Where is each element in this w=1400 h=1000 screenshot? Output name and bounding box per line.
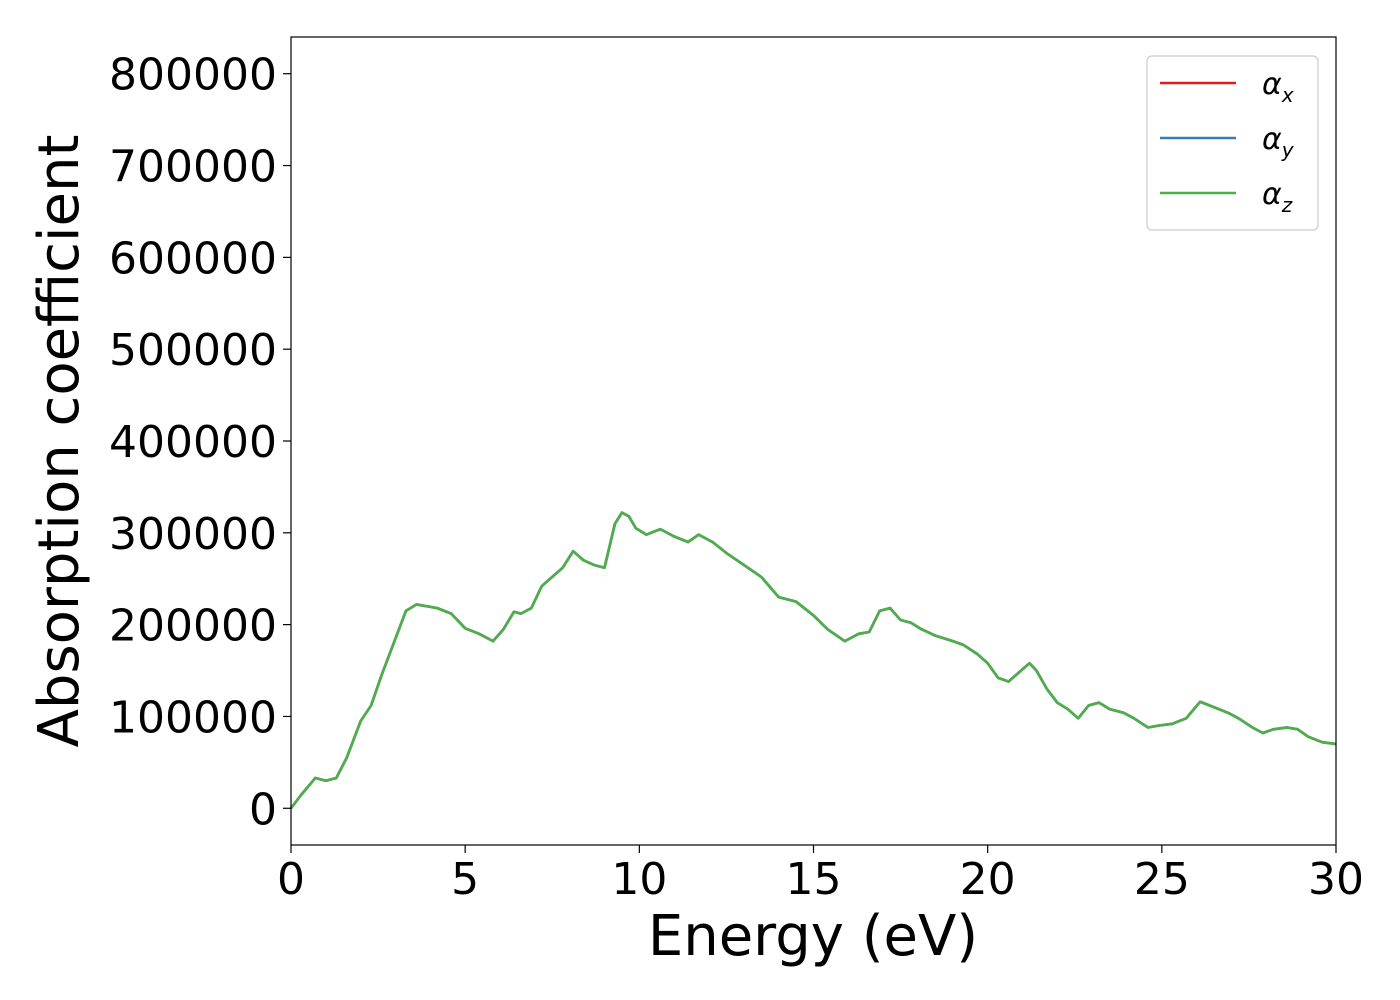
x-axis: 0 5 10 15 20 25 30 [277,845,1364,905]
legend-label-z: αz [1262,177,1293,217]
legend-label-y: αy [1262,122,1295,162]
legend-symbol: α [1262,67,1282,102]
y-tick-label: 400000 [109,417,277,468]
y-tick-label: 0 [249,784,277,835]
x-tick-label: 5 [451,854,479,905]
y-tick-label: 200000 [109,601,277,652]
legend-box [1146,55,1319,231]
y-tick-label: 100000 [109,692,277,743]
y-tick-label: 300000 [109,509,277,560]
x-tick-label: 10 [611,854,667,905]
series-line-x [289,511,1337,810]
legend-subscript: x [1281,83,1294,107]
x-tick-label: 30 [1308,854,1364,905]
x-tick-label: 0 [277,854,305,905]
legend-symbol: α [1262,122,1282,157]
y-tick-label: 500000 [109,325,277,376]
x-tick-label: 15 [786,854,842,905]
legend-symbol: α [1262,177,1282,212]
series-layer [289,511,1337,810]
series-line-z [289,511,1337,810]
y-tick-label: 800000 [109,50,277,101]
x-axis-title: Energy (eV) [648,904,978,969]
legend-label-x: αx [1262,67,1294,107]
x-tick-label: 25 [1134,854,1190,905]
y-axis: 0 100000 200000 300000 400000 500000 600000 700… [109,50,291,835]
y-tick-label: 700000 [109,142,277,193]
x-tick-label: 20 [960,854,1016,905]
series-line-y [289,511,1337,810]
legend-subscript: y [1281,138,1295,162]
legend-subscript: z [1281,193,1293,217]
y-tick-label: 600000 [109,233,277,284]
y-axis-title: Absorption coefficient [27,135,92,748]
